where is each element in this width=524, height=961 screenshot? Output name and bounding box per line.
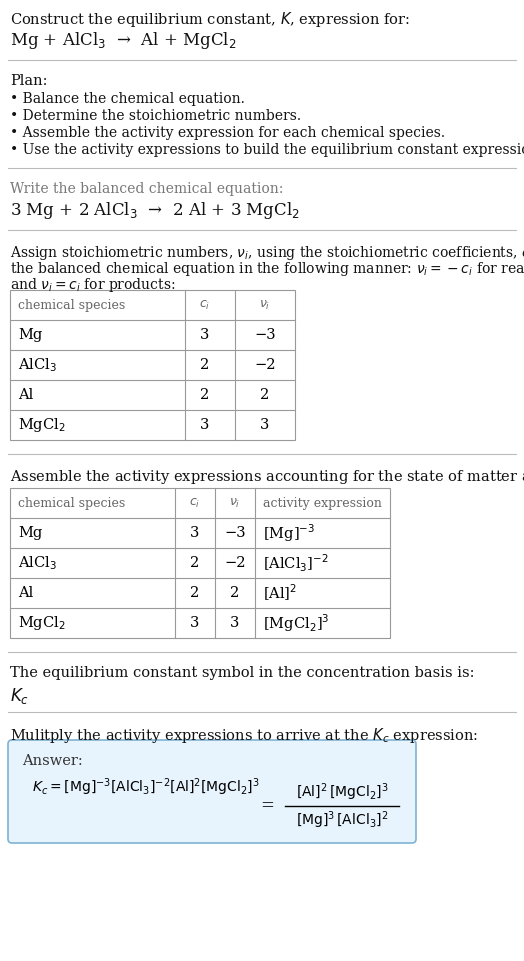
Text: −3: −3 [224,526,246,540]
Text: $c_i$: $c_i$ [199,299,211,311]
Text: activity expression: activity expression [263,497,382,509]
Text: 2: 2 [190,586,200,600]
Text: $[\mathrm{Mg}]^3\,[\mathrm{AlCl_3}]^2$: $[\mathrm{Mg}]^3\,[\mathrm{AlCl_3}]^2$ [296,809,388,831]
Text: $\nu_i$: $\nu_i$ [259,299,271,311]
Text: 2: 2 [190,556,200,570]
Bar [10,488,390,638]
Text: MgCl$_2$: MgCl$_2$ [18,416,66,434]
FancyBboxPatch shape [8,740,416,843]
Bar [10,290,295,440]
Text: [Al]$^2$: [Al]$^2$ [263,582,297,604]
Text: Construct the equilibrium constant, $K$, expression for:: Construct the equilibrium constant, $K$,… [10,10,410,29]
Text: $c_i$: $c_i$ [189,497,201,509]
Text: Answer:: Answer: [22,754,83,768]
Text: the balanced chemical equation in the following manner: $\nu_i = -c_i$ for react: the balanced chemical equation in the fo… [10,260,524,278]
Text: $K_c$: $K_c$ [10,686,29,706]
Text: • Use the activity expressions to build the equilibrium constant expression.: • Use the activity expressions to build … [10,143,524,157]
Text: Mg: Mg [18,328,42,342]
Text: 2: 2 [260,388,270,402]
Text: MgCl$_2$: MgCl$_2$ [18,614,66,632]
Text: Mg + AlCl$_3$  →  Al + MgCl$_2$: Mg + AlCl$_3$ → Al + MgCl$_2$ [10,30,237,51]
Text: 3: 3 [190,616,200,630]
Text: AlCl$_3$: AlCl$_3$ [18,357,57,374]
Text: and $\nu_i = c_i$ for products:: and $\nu_i = c_i$ for products: [10,276,176,294]
Text: 3: 3 [200,418,210,432]
Text: The equilibrium constant symbol in the concentration basis is:: The equilibrium constant symbol in the c… [10,666,475,680]
Text: =: = [260,798,274,815]
Text: • Assemble the activity expression for each chemical species.: • Assemble the activity expression for e… [10,126,445,140]
Text: [MgCl$_2$]$^3$: [MgCl$_2$]$^3$ [263,612,330,634]
Text: Al: Al [18,388,33,402]
Text: • Determine the stoichiometric numbers.: • Determine the stoichiometric numbers. [10,109,301,123]
Text: Mg: Mg [18,526,42,540]
Text: Write the balanced chemical equation:: Write the balanced chemical equation: [10,182,283,196]
Text: • Balance the chemical equation.: • Balance the chemical equation. [10,92,245,106]
Text: [Mg]$^{-3}$: [Mg]$^{-3}$ [263,522,315,544]
Text: Al: Al [18,586,33,600]
Text: 3 Mg + 2 AlCl$_3$  →  2 Al + 3 MgCl$_2$: 3 Mg + 2 AlCl$_3$ → 2 Al + 3 MgCl$_2$ [10,200,300,221]
Text: Mulitply the activity expressions to arrive at the $K_c$ expression:: Mulitply the activity expressions to arr… [10,726,478,745]
Text: −2: −2 [224,556,246,570]
Text: 3: 3 [260,418,270,432]
Text: chemical species: chemical species [18,299,125,311]
Text: $[\mathrm{Al}]^2\,[\mathrm{MgCl_2}]^3$: $[\mathrm{Al}]^2\,[\mathrm{MgCl_2}]^3$ [296,781,388,802]
Text: $\nu_i$: $\nu_i$ [230,497,241,509]
Text: 3: 3 [200,328,210,342]
Text: −3: −3 [254,328,276,342]
Text: 2: 2 [200,388,210,402]
Text: 2: 2 [200,358,210,372]
Text: $K_c = [\mathrm{Mg}]^{-3}[\mathrm{AlCl_3}]^{-2}[\mathrm{Al}]^2[\mathrm{MgCl_2}]^: $K_c = [\mathrm{Mg}]^{-3}[\mathrm{AlCl_3… [32,776,260,798]
Text: 2: 2 [231,586,239,600]
Text: Plan:: Plan: [10,74,48,88]
Text: AlCl$_3$: AlCl$_3$ [18,554,57,572]
Text: −2: −2 [254,358,276,372]
Text: [AlCl$_3$]$^{-2}$: [AlCl$_3$]$^{-2}$ [263,553,329,574]
Text: Assemble the activity expressions accounting for the state of matter and $\nu_i$: Assemble the activity expressions accoun… [10,468,524,486]
Text: 3: 3 [190,526,200,540]
Text: 3: 3 [231,616,239,630]
Text: chemical species: chemical species [18,497,125,509]
Text: Assign stoichiometric numbers, $\nu_i$, using the stoichiometric coefficients, $: Assign stoichiometric numbers, $\nu_i$, … [10,244,524,262]
